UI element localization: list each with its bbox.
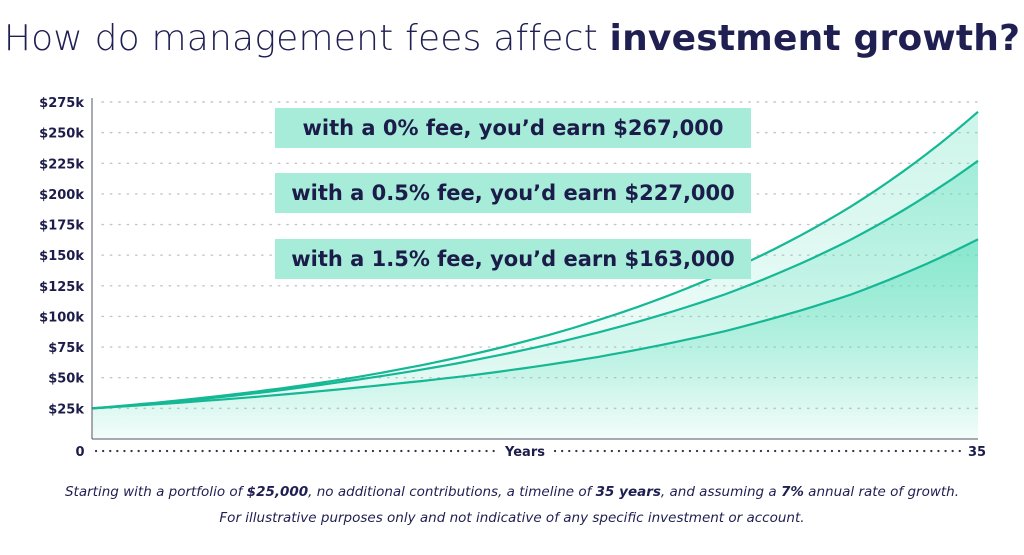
x-tick-label: 0 (75, 445, 84, 460)
footnote-segment: 35 years (595, 484, 661, 500)
callout-0-5-fee: with a 0.5% fee, you’d earn $227,000 (275, 173, 751, 213)
y-tick-label: $50k (48, 372, 84, 387)
series-area (92, 239, 978, 439)
y-tick-label: $200k (39, 188, 84, 203)
y-tick-label: $250k (39, 127, 84, 142)
series-line (91, 159, 979, 410)
callout-0-fee: with a 0% fee, you’d earn $267,000 (275, 108, 751, 148)
y-tick-label: $25k (48, 402, 84, 417)
x-axis-label: Years (504, 445, 545, 460)
y-tick-label: $175k (39, 219, 84, 234)
footnote-line-1: Starting with a portfolio of $25,000, no… (0, 484, 1024, 500)
series-line (91, 238, 979, 410)
callout-1-5-fee: with a 1.5% fee, you’d earn $163,000 (275, 239, 751, 279)
footnote-segment: Starting with a portfolio of (64, 484, 247, 500)
y-tick-label: $100k (39, 310, 84, 325)
y-tick-label: $125k (39, 280, 84, 295)
y-tick-label: $225k (39, 157, 84, 172)
footnote-segment: 7% (780, 484, 804, 500)
title-regular: How do management fees affect (3, 18, 610, 59)
footnote-line-2: For illustrative purposes only and not i… (219, 510, 805, 526)
y-tick-label: $150k (39, 249, 84, 264)
y-tick-label: $75k (48, 341, 84, 356)
footnote-segment: annual rate of growth. (803, 484, 960, 500)
chart-title: How do management fees affect investment… (0, 18, 1024, 59)
series-line (91, 110, 979, 410)
title-bold: investment growth? (609, 18, 1021, 59)
y-tick-label: $275k (39, 96, 84, 111)
footnote-segment: , and assuming a (660, 484, 781, 500)
footnote-segment: , no additional contributions, a timelin… (308, 484, 596, 500)
footnote-segment: $25,000 (246, 484, 309, 500)
x-tick-label: 35 (968, 445, 986, 460)
